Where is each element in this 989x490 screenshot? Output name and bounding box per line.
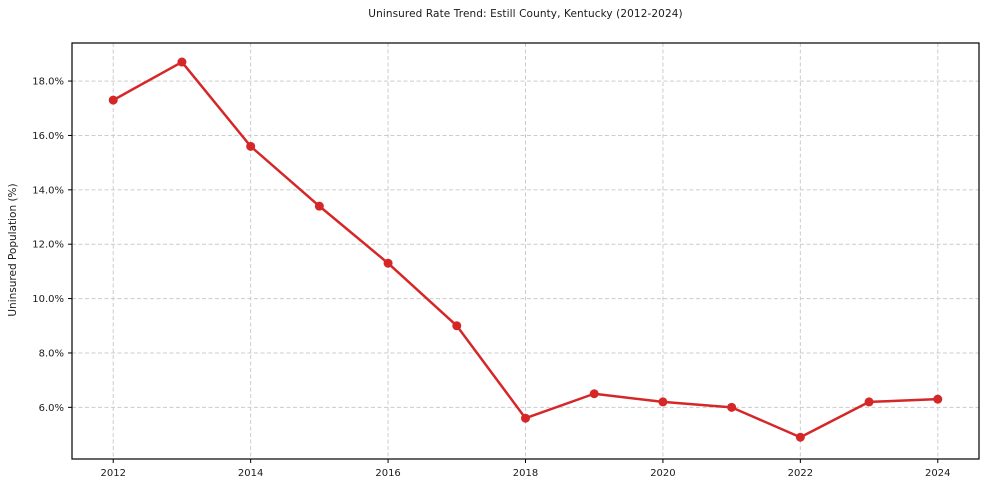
data-point	[452, 321, 462, 331]
data-point	[864, 397, 874, 407]
x-tick-label: 2020	[650, 468, 675, 479]
data-point	[177, 57, 187, 67]
y-tick-label: 18.0%	[32, 77, 64, 88]
x-tick-label: 2022	[788, 468, 813, 479]
x-tick-label: 2018	[513, 468, 538, 479]
y-tick-label: 8.0%	[39, 348, 64, 359]
data-point	[658, 397, 668, 407]
y-tick-label: 12.0%	[32, 240, 64, 251]
data-point	[521, 413, 530, 423]
x-tick-label: 2012	[101, 468, 126, 479]
y-tick-label: 10.0%	[32, 294, 64, 305]
data-point	[383, 258, 393, 268]
data-point	[795, 432, 805, 442]
y-tick-label: 6.0%	[39, 403, 64, 414]
y-tick-label: 14.0%	[32, 185, 64, 196]
data-point	[108, 95, 118, 105]
chart-title: Uninsured Rate Trend: Estill County, Ken…	[368, 8, 683, 20]
data-point	[589, 389, 599, 399]
x-tick-label: 2024	[925, 468, 950, 479]
x-tick-label: 2016	[375, 468, 400, 479]
data-point	[933, 394, 943, 404]
data-point	[727, 402, 737, 412]
y-tick-label: 16.0%	[32, 131, 64, 142]
x-tick-label: 2014	[238, 468, 263, 479]
data-point	[314, 201, 324, 211]
data-point	[246, 141, 256, 151]
